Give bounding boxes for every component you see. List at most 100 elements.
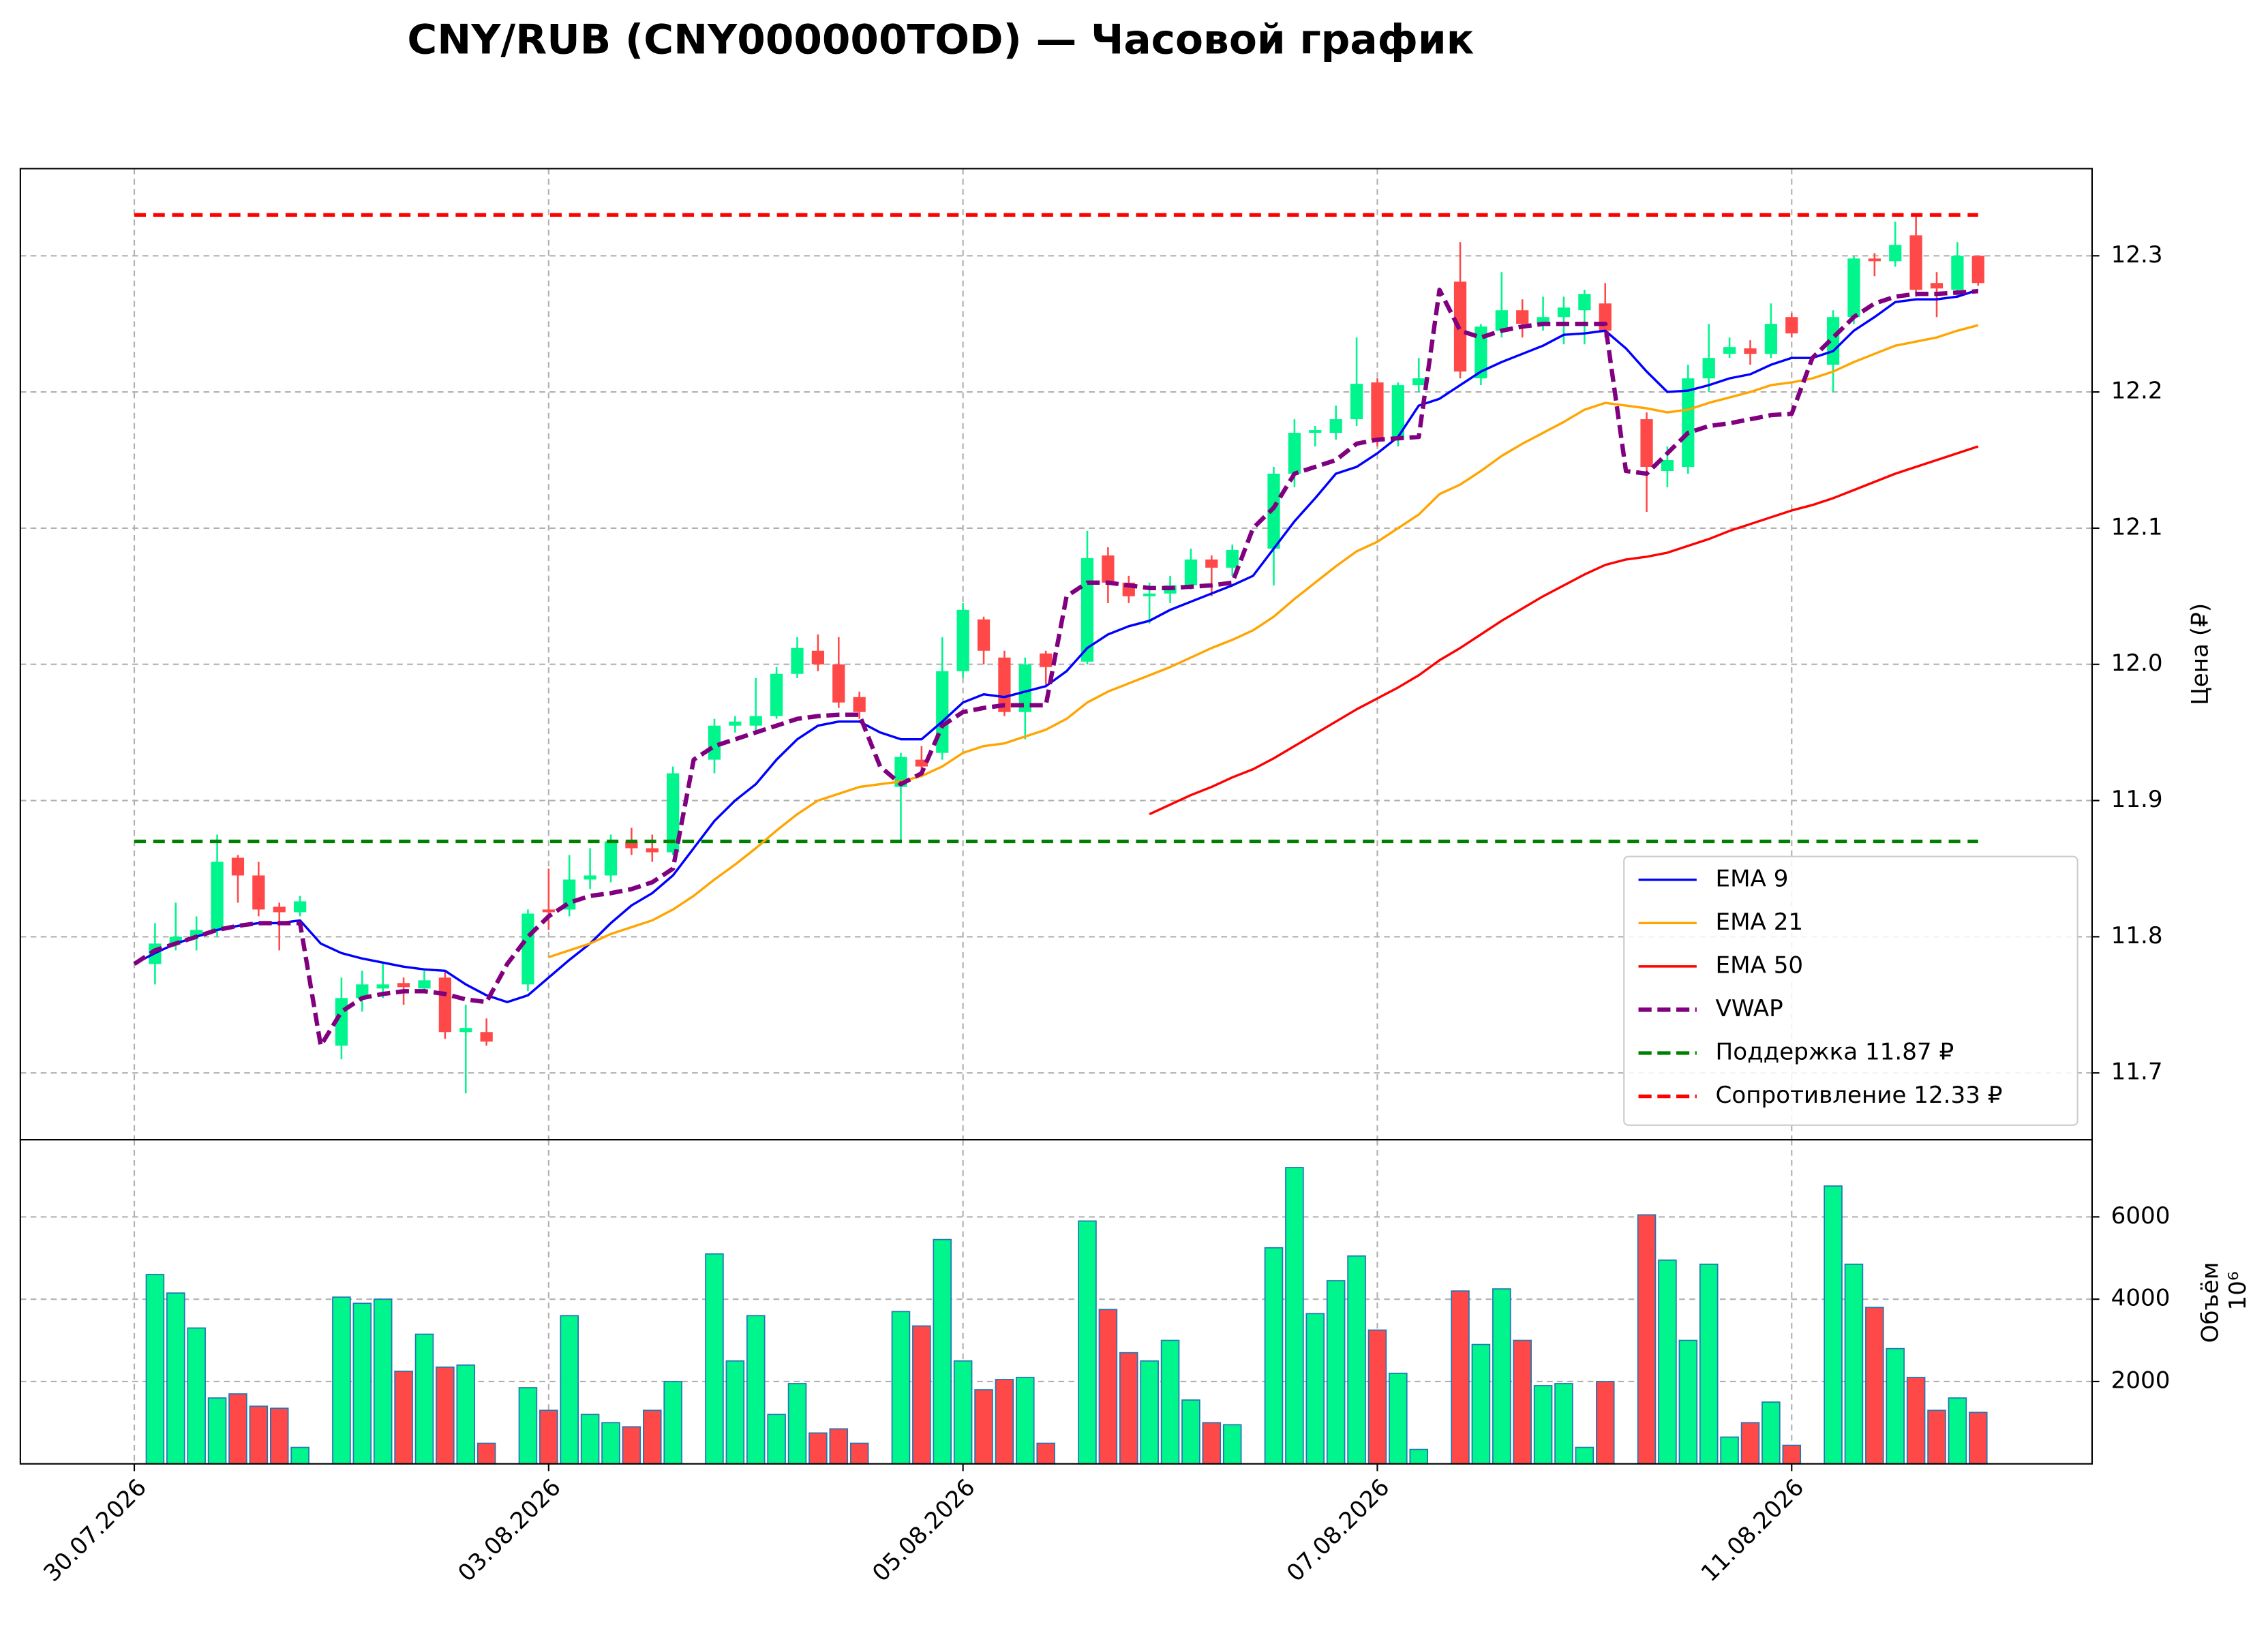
volume-bar [539,1409,558,1465]
candle-body [1267,473,1280,549]
volume-bar [1824,1185,1843,1465]
legend-label: EMA 21 [1716,909,1804,936]
volume-bar [1844,1263,1864,1465]
candle-body [563,879,576,910]
candle-body [1475,326,1487,379]
volume-bar [1740,1422,1760,1465]
volume-bar [787,1383,807,1465]
indicator-line [133,288,1979,1048]
candle-body [915,759,928,767]
candle-body [749,716,762,726]
volume-tick-label: 4000 [2111,1285,2171,1312]
candle-body [853,697,866,712]
volume-bar [456,1364,476,1465]
volume-bar [1595,1381,1615,1465]
y-tick-label: 11.9 [2111,786,2163,813]
volume-bar [725,1360,745,1465]
legend-label: EMA 9 [1716,865,1789,892]
candle-body [418,980,431,989]
candle-body [1764,324,1778,354]
candle-body [1785,317,1798,334]
candle-body [438,977,451,1033]
volume-bar [663,1381,682,1465]
candle-body [1371,382,1384,440]
chart-title: CNY/RUB (CNY000000TOD) — Часовой график [407,16,1474,63]
volume-bar [1969,1412,1988,1465]
volume-bar [1451,1290,1470,1465]
volume-bar [1637,1214,1657,1465]
candle-body [1971,256,1984,284]
x-tick-label: 03.08.2026 [453,1474,566,1587]
candle-body [894,757,907,787]
candle-body [1350,384,1363,420]
candle-body [936,671,949,753]
candle-body [1889,245,1902,262]
candle-body [1557,307,1571,318]
volume-bar [974,1389,993,1465]
volume-bar [1513,1339,1532,1465]
indicator-line [1149,445,1979,816]
volume-bar [808,1432,828,1465]
volume-bar [1078,1220,1097,1465]
volume-bar [1554,1383,1573,1465]
volume-bar [1181,1399,1200,1465]
candle-body [1391,385,1404,440]
volume-bar [1367,1329,1387,1465]
candle-body [1951,256,1964,290]
candle-body [604,841,618,876]
volume-bar [145,1274,165,1465]
candle-body [1516,310,1529,324]
candle-body [1640,419,1653,468]
volume-offset-label: 10⁶ [2224,1271,2252,1310]
volume-bar [1264,1247,1284,1465]
volume-bar [207,1397,227,1465]
volume-bar [436,1366,455,1465]
candle-body [1723,347,1736,354]
candle-body [1930,283,1944,289]
volume-bar [1016,1377,1035,1465]
x-tick-label: 07.08.2026 [1282,1474,1395,1587]
legend-label: EMA 50 [1716,951,1804,979]
legend-box [1623,855,2078,1126]
candle-body [1537,317,1549,324]
candle-body [832,664,845,703]
volume-bar [912,1325,931,1465]
candle-body [480,1032,493,1042]
candle-body [169,936,182,944]
y-tick-label: 11.8 [2111,922,2163,949]
volume-tick-label: 2000 [2111,1367,2171,1394]
volume-bar [1927,1409,1946,1465]
candle-body [1309,430,1322,433]
volume-bar [767,1414,786,1465]
candle-body [521,913,534,985]
candle-body [1412,378,1425,386]
volume-bar [1699,1263,1719,1465]
volume-bar [1222,1424,1242,1465]
volume-bar [1533,1385,1553,1465]
y-tick-label: 12.2 [2111,378,2163,405]
candle-body [646,848,659,853]
volume-bar [560,1315,579,1465]
candle-body [1909,235,1922,290]
y-tick-label: 11.7 [2111,1058,2163,1086]
legend: EMA 9 EMA 21 EMA 50 VWAP Поддержка 11.87 ₽ Со… [1623,855,2078,1126]
legend-label: VWAP [1716,995,1783,1022]
volume-bar [518,1387,538,1465]
volume-bar [1678,1339,1698,1465]
x-tick-label: 30.07.2026 [39,1474,152,1587]
candle-body [667,773,680,853]
volume-bar [849,1442,869,1465]
volume-bar [705,1253,724,1465]
volume-bar [891,1311,911,1465]
candle-body [625,841,638,849]
candle-body [1661,460,1674,472]
candle-body [1868,258,1881,262]
candle-body [708,725,721,760]
volume-bar [1140,1360,1159,1465]
candle-body [252,875,265,910]
candle-body [273,906,286,913]
volume-bar [1865,1307,1884,1465]
candle-body [1018,664,1031,712]
